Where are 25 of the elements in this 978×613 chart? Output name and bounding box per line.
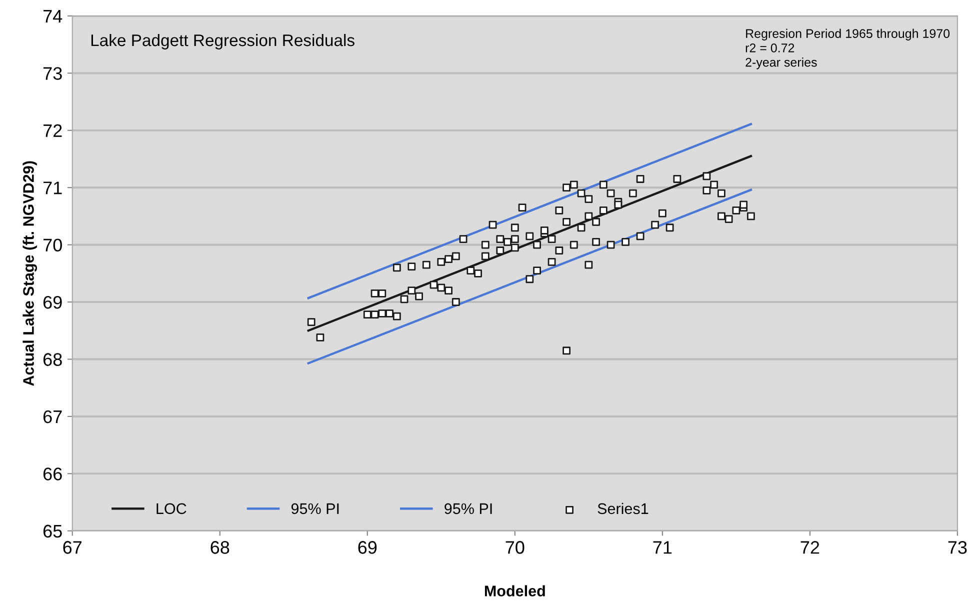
legend-label: LOC: [156, 503, 186, 514]
y-tick-label: 67: [43, 410, 62, 424]
y-tick-label: 68: [43, 353, 62, 366]
x-axis-title: Modeled: [484, 585, 545, 596]
x-tick-label: 69: [358, 541, 377, 554]
x-tick-label: 73: [948, 541, 967, 554]
y-tick-label: 69: [43, 296, 62, 309]
y-tick-label: 70: [43, 238, 62, 252]
x-tick-label: 71: [653, 541, 672, 554]
y-tick-label: 66: [43, 468, 62, 480]
annotation: Regresion Period 1965 through 1970 r2 = 0.72 2-year series: [746, 28, 950, 70]
y-tick-label: 65: [43, 524, 62, 538]
legend-label: Series1: [598, 502, 648, 514]
x-tick-label: 72: [800, 541, 820, 554]
y-axis-title: Actual Lake Stage (ft. NGVD29): [22, 161, 38, 386]
x-tick-label: 70: [506, 541, 524, 554]
x-tick-label: 67: [63, 541, 82, 554]
y-tick-label: 72: [43, 124, 62, 137]
y-tick-label: 74: [43, 10, 62, 22]
x-tick-label: 68: [210, 541, 230, 554]
y-tick-label: 71: [43, 182, 62, 194]
y-tick-label: 73: [43, 67, 62, 80]
legend-label: 95% PI: [291, 503, 339, 514]
legend-label: 95% PI: [444, 503, 492, 514]
text: Lake Padgett Regression Residuals: [91, 34, 354, 50]
